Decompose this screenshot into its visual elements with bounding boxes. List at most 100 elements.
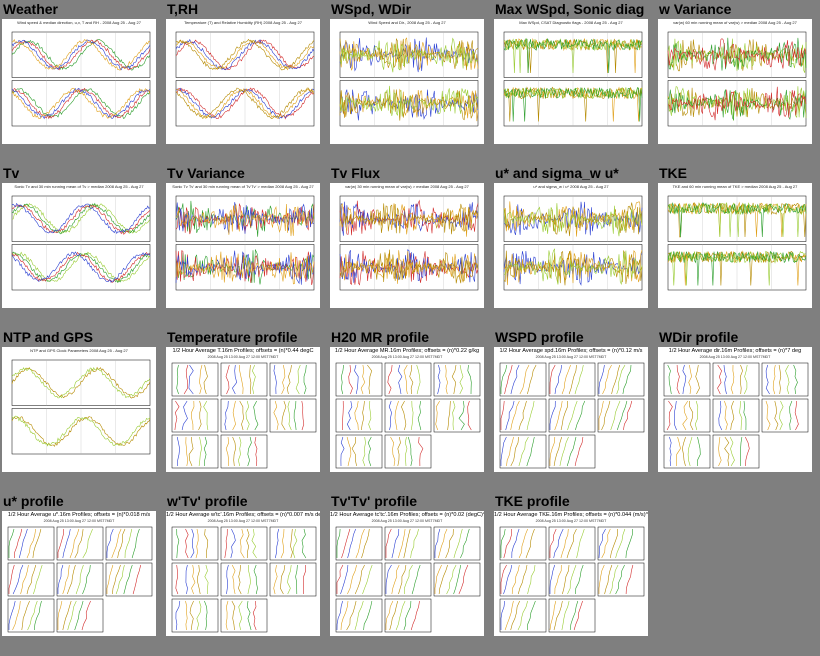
profile-line <box>253 564 258 595</box>
plot-tile-w-variance[interactable]: w Variance var(w) 60 min running mean of … <box>656 0 818 162</box>
plot-thumbnail[interactable]: Max WSpd, CSAT Diagnostic flags - 2008 A… <box>494 19 648 144</box>
plot-tile-h20-mr-profile[interactable]: H20 MR profile 1/2 Hour Average MR.16m Pr… <box>328 328 490 490</box>
profile-line <box>517 600 528 631</box>
plot-thumbnail[interactable]: TKE and 60 min running mean of TKE > med… <box>658 183 812 308</box>
plot-tile-title[interactable]: T,RH <box>167 1 199 17</box>
plot-tile-tv-variance[interactable]: Tv Variance Sonic Tv Tv' and 30 min runni… <box>164 164 326 326</box>
profile-line <box>527 364 537 395</box>
profile-line <box>188 436 194 467</box>
profile-line <box>518 400 527 431</box>
series-line <box>503 37 643 74</box>
plot-tile-title[interactable]: Max WSpd, Sonic diag <box>495 1 645 17</box>
plot-tile-tv[interactable]: Tv Sonic Tv and 30 min running mean of Tv… <box>0 164 162 326</box>
plot-thumbnail[interactable]: Wind speed & median direction, u,v, T an… <box>2 19 156 144</box>
profile-subplot <box>105 526 153 561</box>
plot-tile-title[interactable]: WSPD profile <box>495 329 584 345</box>
plot-tile-title[interactable]: Tv'Tv' profile <box>331 493 418 509</box>
profile-line <box>744 364 748 395</box>
profile-line <box>785 364 790 395</box>
profile-line <box>287 564 292 595</box>
plot-thumbnail[interactable]: NTP and GPS Clock Parameters 2008 Aug 25… <box>2 347 156 472</box>
profile-subplot <box>7 562 55 597</box>
profile-line <box>460 528 470 559</box>
plot-tile-title[interactable]: TKE profile <box>495 493 570 509</box>
plot-tile-title[interactable]: H20 MR profile <box>331 329 430 345</box>
series-line <box>11 415 151 447</box>
plot-tile-tv-flux[interactable]: Tv Flux var(w) 30 min running mean of var… <box>328 164 490 326</box>
series-line <box>503 248 643 286</box>
profile-line <box>510 364 520 395</box>
plot-thumbnail[interactable]: 1/2 Hour Average T.16m Profiles; offsets… <box>166 347 320 472</box>
plot-tile-title[interactable]: TKE <box>659 165 687 181</box>
plot-tile-title[interactable]: WSpd, WDir <box>331 1 412 17</box>
plot-tile-title[interactable]: w'Tv' profile <box>167 493 248 509</box>
profile-line <box>553 436 562 467</box>
plot-tile-u-and-sigma-w-u[interactable]: u* and sigma_w u* u* and sigma_w / u* 200… <box>492 164 654 326</box>
plot-tile-title[interactable]: NTP and GPS <box>3 329 93 345</box>
plot-tile-wspd-wdir[interactable]: WSpd, WDir Wind Speed and Dir., 2008 Aug … <box>328 0 490 162</box>
plot-thumbnail[interactable]: Sonic Tv and 30 min running mean of Tv >… <box>2 183 156 308</box>
series-line <box>339 250 479 284</box>
profile-line <box>198 436 202 467</box>
plot-caption: Max WSpd, CSAT Diagnostic flags - 2008 A… <box>519 20 623 25</box>
plot-tile-title[interactable]: u* profile <box>3 493 64 509</box>
profile-line <box>106 528 114 558</box>
plot-thumbnail[interactable]: u* and sigma_w / u* 2008 Aug 25 - Aug 27 <box>494 183 648 308</box>
plot-thumbnail[interactable]: 1/2 Hour Average w'tc'.16m Profiles; off… <box>166 511 320 636</box>
plot-tile-tke-profile[interactable]: TKE profile 1/2 Hour Average TKE.16m Prof… <box>492 492 654 654</box>
plot-thumbnail[interactable]: 1/2 Hour Average TKE.16m Profiles; offse… <box>494 511 648 636</box>
plot-tile-wdir-profile[interactable]: WDir profile 1/2 Hour Average dir.16m Pro… <box>656 328 818 490</box>
plot-subcaption: 2008 Aug 25 13:00 Aug 27 12:00 MST7MDT <box>43 519 115 523</box>
profile-subplot <box>499 598 547 633</box>
plot-tile-ntp-and-gps[interactable]: NTP and GPS NTP and GPS Clock Parameters … <box>0 328 162 490</box>
profile-line <box>526 436 535 467</box>
plot-thumbnail[interactable]: Temperature (T) and Relative Humidity (R… <box>166 19 320 144</box>
plot-tile-title[interactable]: WDir profile <box>659 329 739 345</box>
plot-thumbnail[interactable]: 1/2 Hour Average u*.16m Profiles; offset… <box>2 511 156 636</box>
profile-line <box>575 400 586 431</box>
plot-tile-title[interactable]: w Variance <box>659 1 732 17</box>
plot-tile-t-rh[interactable]: T,RH Temperature (T) and Relative Humidit… <box>164 0 326 162</box>
plot-thumbnail[interactable]: Wind Speed and Dir., 2008 Aug 25 - Aug 2… <box>330 19 484 144</box>
profile-line <box>389 600 398 631</box>
profile-line <box>204 600 208 631</box>
plot-tile-title[interactable]: Weather <box>3 1 58 17</box>
profile-line <box>190 528 195 559</box>
profile-line <box>730 364 735 395</box>
profile-subplot <box>335 562 383 597</box>
plot-thumbnail[interactable]: var(w) 60 min running mean of var(w) > m… <box>658 19 812 144</box>
plot-tile-temperature-profile[interactable]: Temperature profile 1/2 Hour Average T.16… <box>164 328 326 490</box>
plot-thumbnail[interactable]: 1/2 Hour Average tc'tc'.16m Profiles; of… <box>330 511 484 636</box>
series-line <box>175 251 315 285</box>
plot-tile-title[interactable]: Tv Variance <box>167 165 245 181</box>
plot-thumbnail[interactable]: Sonic Tv Tv' and 30 min running mean of … <box>166 183 320 308</box>
profile-line <box>224 528 228 559</box>
plot-tile-title[interactable]: Tv Flux <box>331 165 381 181</box>
plot-tile-weather[interactable]: Weather Wind speed & median direction, u,… <box>0 0 162 162</box>
plot-thumbnail[interactable]: 1/2 Hour Average dir.16m Profiles; offse… <box>658 347 812 472</box>
plot-tile-wspd-profile[interactable]: WSPD profile 1/2 Hour Average spd.16m Pro… <box>492 328 654 490</box>
profile-line <box>26 528 36 559</box>
plot-tile-tke[interactable]: TKE TKE and 60 min running mean of TKE > … <box>656 164 818 326</box>
plot-thumbnail[interactable]: 1/2 Hour Average spd.16m Profiles; offse… <box>494 347 648 472</box>
profile-subplot <box>220 598 268 633</box>
profile-line <box>238 564 242 595</box>
plot-thumbnail[interactable]: var(w) 30 min running mean of var(w) > m… <box>330 183 484 308</box>
plot-tile-w-tv-profile[interactable]: w'Tv' profile 1/2 Hour Average w'tc'.16m … <box>164 492 326 654</box>
plot-tile-max-wspd-sonic-diag[interactable]: Max WSpd, Sonic diag Max WSpd, CSAT Diagn… <box>492 0 654 162</box>
plot-tile-title[interactable]: u* and sigma_w u* <box>495 165 619 181</box>
profile-line <box>567 400 578 431</box>
profile-line <box>20 564 29 595</box>
profile-line <box>765 400 771 431</box>
profile-line <box>743 400 747 431</box>
plot-tile-tv-tv-profile[interactable]: Tv'Tv' profile 1/2 Hour Average tc'tc'.16… <box>328 492 490 654</box>
profile-line <box>500 600 505 630</box>
profile-line <box>549 436 556 466</box>
plot-tile-u-profile[interactable]: u* profile 1/2 Hour Average u*.16m Profil… <box>0 492 162 654</box>
profile-line <box>347 528 356 559</box>
plot-tile-title[interactable]: Temperature profile <box>167 329 298 345</box>
plot-graphic <box>663 362 809 469</box>
plot-thumbnail[interactable]: 1/2 Hour Average MR.16m Profiles; offset… <box>330 347 484 472</box>
plot-subcaption: 2008 Aug 25 13:00 Aug 27 12:00 MST7MDT <box>207 519 279 523</box>
plot-tile-title[interactable]: Tv <box>3 165 20 181</box>
